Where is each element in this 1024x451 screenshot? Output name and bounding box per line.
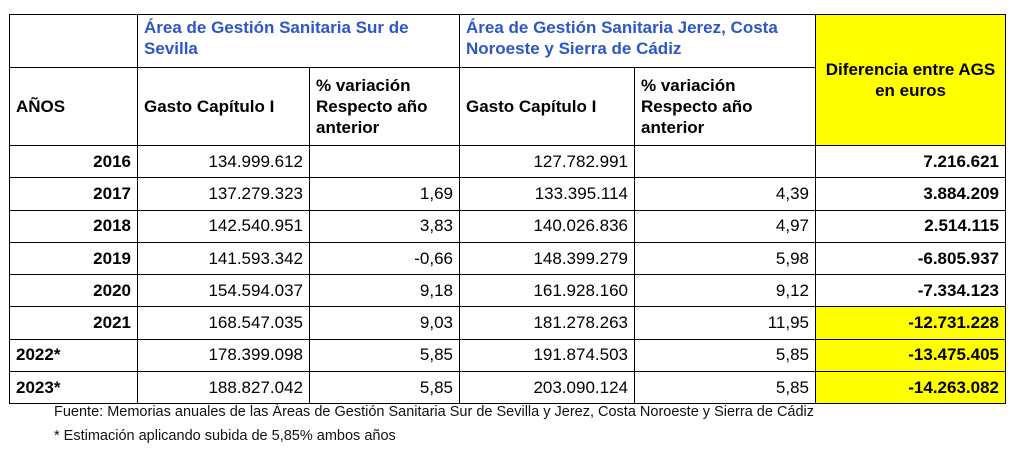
year-cell: 2023*	[9, 371, 138, 405]
area-sur-sevilla-title: Área de Gestión Sanitaria Sur de Sevilla	[137, 14, 460, 68]
variacion-sevilla-cell: 9,03	[309, 306, 460, 340]
table-row: 2016 134.999.612 127.782.991 7.216.621	[9, 144, 1006, 179]
variacion-sevilla-cell: 1,69	[309, 177, 460, 211]
variacion-jerez-cell	[634, 144, 816, 179]
variacion-jerez-cell: 5,85	[634, 338, 816, 373]
variacion-jerez-cell: 4,39	[634, 177, 816, 211]
year-cell: 2017	[9, 177, 138, 211]
difference-cell: 2.514.115	[815, 209, 1006, 243]
gasto-sevilla-cell: 134.999.612	[137, 144, 310, 179]
difference-cell: -12.731.228	[815, 306, 1006, 340]
gasto-jerez-cell: 181.278.263	[459, 306, 635, 340]
gasto-jerez-cell: 140.026.836	[459, 209, 635, 243]
gasto-header-jerez: Gasto Capítulo I	[459, 67, 635, 146]
difference-cell: -7.334.123	[815, 274, 1006, 308]
variacion-sevilla-cell: 9,18	[309, 274, 460, 308]
table-row: 2022* 178.399.098 5,85 191.874.503 5,85 …	[9, 338, 1006, 373]
area-jerez-title: Área de Gestión Sanitaria Jerez, Costa N…	[459, 14, 816, 68]
year-cell: 2016	[9, 144, 138, 179]
years-header: AÑOS	[9, 67, 138, 146]
variacion-jerez-cell: 5,98	[634, 241, 816, 276]
difference-cell: 7.216.621	[815, 144, 1006, 179]
difference-cell: -13.475.405	[815, 338, 1006, 373]
year-cell: 2019	[9, 241, 138, 276]
variacion-jerez-cell: 5,85	[634, 371, 816, 405]
variacion-sevilla-cell: 5,85	[309, 371, 460, 405]
gasto-header-sevilla: Gasto Capítulo I	[137, 67, 310, 146]
gasto-jerez-cell: 133.395.114	[459, 177, 635, 211]
table-row: 2019 141.593.342 -0,66 148.399.279 5,98 …	[9, 241, 1006, 276]
year-cell: 2020	[9, 274, 138, 308]
table-row: 2018 142.540.951 3,83 140.026.836 4,97 2…	[9, 209, 1006, 243]
table-row: 2020 154.594.037 9,18 161.928.160 9,12 -…	[9, 274, 1006, 308]
estimate-footnote: * Estimación aplicando subida de 5,85% a…	[54, 428, 396, 444]
variacion-sevilla-cell	[309, 144, 460, 179]
variacion-jerez-cell: 11,95	[634, 306, 816, 340]
source-footnote: Fuente: Memorias anuales de las Áreas de…	[54, 404, 815, 420]
variacion-header-jerez: % variación Respecto año anterior	[634, 67, 816, 146]
variacion-header-sevilla: % variación Respecto año anterior	[309, 67, 460, 146]
gasto-jerez-cell: 161.928.160	[459, 274, 635, 308]
gasto-jerez-cell: 127.782.991	[459, 144, 635, 179]
expense-table: Área de Gestión Sanitaria Sur de Sevilla…	[9, 14, 1006, 405]
variacion-jerez-cell: 9,12	[634, 274, 816, 308]
gasto-sevilla-cell: 188.827.042	[137, 371, 310, 405]
gasto-sevilla-cell: 168.547.035	[137, 306, 310, 340]
table-row: 2023* 188.827.042 5,85 203.090.124 5,85 …	[9, 371, 1006, 405]
header-empty-cell	[9, 14, 138, 68]
difference-cell: -14.263.082	[815, 371, 1006, 405]
difference-cell: 3.884.209	[815, 177, 1006, 211]
gasto-sevilla-cell: 142.540.951	[137, 209, 310, 243]
variacion-jerez-cell: 4,97	[634, 209, 816, 243]
year-cell: 2018	[9, 209, 138, 243]
difference-header: Diferencia entre AGS en euros	[815, 14, 1006, 146]
gasto-jerez-cell: 148.399.279	[459, 241, 635, 276]
gasto-jerez-cell: 203.090.124	[459, 371, 635, 405]
difference-cell: -6.805.937	[815, 241, 1006, 276]
gasto-sevilla-cell: 137.279.323	[137, 177, 310, 211]
gasto-jerez-cell: 191.874.503	[459, 338, 635, 373]
year-cell: 2022*	[9, 338, 138, 373]
table-row: 2021 168.547.035 9,03 181.278.263 11,95 …	[9, 306, 1006, 340]
variacion-sevilla-cell: 5,85	[309, 338, 460, 373]
table-row: 2017 137.279.323 1,69 133.395.114 4,39 3…	[9, 177, 1006, 211]
gasto-sevilla-cell: 141.593.342	[137, 241, 310, 276]
variacion-sevilla-cell: 3,83	[309, 209, 460, 243]
gasto-sevilla-cell: 178.399.098	[137, 338, 310, 373]
variacion-sevilla-cell: -0,66	[309, 241, 460, 276]
gasto-sevilla-cell: 154.594.037	[137, 274, 310, 308]
year-cell: 2021	[9, 306, 138, 340]
